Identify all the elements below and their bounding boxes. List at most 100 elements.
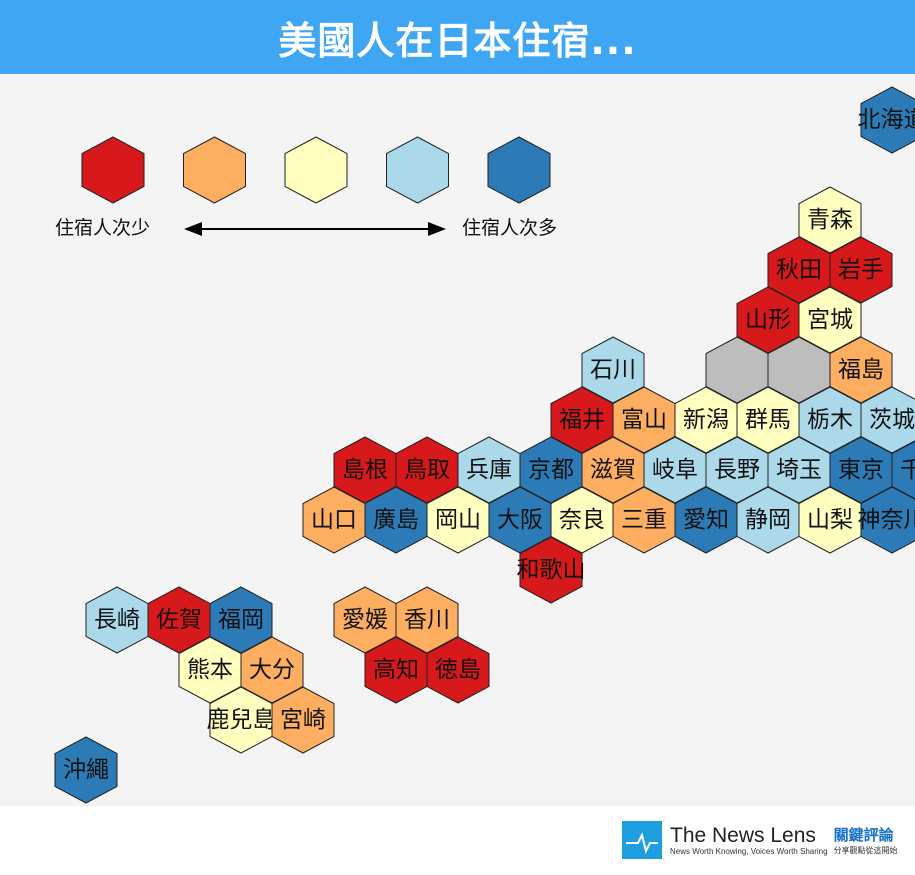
prefecture-hex-京都: 京都 [519, 436, 583, 504]
prefecture-label: 福岡 [218, 607, 264, 633]
prefecture-hex-新潟: 新潟 [674, 386, 738, 454]
prefecture-label: 大阪 [497, 507, 543, 533]
prefecture-label: 富山 [621, 407, 667, 433]
prefecture-hex-福井: 福井 [550, 386, 614, 454]
prefecture-label: 宮城 [807, 307, 853, 333]
prefecture-label: 石川 [590, 357, 636, 383]
legend-hex-level-4 [386, 136, 449, 204]
prefecture-hex-大分: 大分 [240, 636, 304, 704]
prefecture-label: 香川 [404, 607, 450, 633]
prefecture-label: 千葉 [900, 457, 915, 483]
prefecture-hex-群馬: 群馬 [736, 386, 800, 454]
prefecture-hex-佐賀: 佐賀 [147, 586, 211, 654]
prefecture-label: 岩手 [838, 257, 884, 283]
prefecture-label: 鳥取 [404, 457, 450, 483]
page-title: 美國人在日本住宿... [278, 18, 637, 63]
prefecture-label: 島根 [342, 457, 388, 483]
prefecture-label: 愛媛 [342, 607, 388, 633]
prefecture-hex-北海道: 北海道 [858, 86, 915, 154]
prefecture-label: 兵庫 [466, 457, 512, 483]
prefecture-hex-鳥取: 鳥取 [395, 436, 459, 504]
brand-name-zh: 關鍵評論 [833, 826, 894, 844]
prefecture-hex-岡山: 岡山 [426, 486, 490, 554]
prefecture-label: 奈良 [559, 507, 605, 533]
legend-hex-level-3 [284, 136, 348, 204]
legend-low-label: 住宿人次少 [55, 217, 150, 239]
prefecture-label: 青森 [807, 207, 853, 233]
hex-shape [891, 440, 915, 500]
prefecture-hex-千葉: 千葉 [891, 440, 915, 500]
prefecture-label: 福井 [559, 407, 605, 433]
footer-logo: The News Lens News Worth Knowing, Voices… [622, 820, 898, 860]
prefecture-label: 京都 [528, 457, 574, 483]
arrow-right-icon [428, 222, 446, 236]
legend: 住宿人次少 住宿人次多 [55, 136, 557, 239]
prefecture-hex-香川: 香川 [395, 586, 459, 654]
prefecture-label: 埼玉 [776, 457, 822, 483]
prefecture-hex-滋賀: 滋賀 [581, 436, 645, 504]
prefecture-label: 山口 [311, 507, 357, 533]
prefecture-hex-三重: 三重 [612, 486, 676, 554]
prefecture-hex-岩手: 岩手 [829, 236, 893, 304]
prefecture-hex-愛知: 愛知 [674, 486, 738, 554]
prefecture-label: 秋田 [776, 257, 822, 283]
prefecture-label: 山梨 [807, 507, 853, 533]
hex-shape [271, 686, 335, 754]
prefecture-hex-島根: 島根 [333, 436, 397, 504]
prefecture-label: 沖繩 [63, 757, 109, 783]
prefecture-label: 三重 [621, 507, 667, 533]
prefecture-label: 岐阜 [652, 457, 698, 483]
hex-shape [860, 86, 915, 154]
legend-high-label: 住宿人次多 [462, 217, 557, 239]
legend-hex-level-5 [487, 136, 551, 204]
prefecture-label: 栃木 [807, 407, 853, 433]
prefecture-hex-長崎: 長崎 [85, 586, 149, 654]
prefecture-label: 福島 [838, 357, 884, 383]
header-bar: 美國人在日本住宿... [0, 0, 915, 74]
prefecture-hex-和歌山: 和歌山 [517, 536, 586, 604]
prefecture-hex-山口: 山口 [302, 486, 366, 554]
prefecture-label: 鹿兒島 [207, 707, 276, 733]
prefecture-label: 岡山 [435, 507, 481, 533]
prefecture-hex-秋田: 秋田 [767, 236, 831, 304]
prefecture-hex-静岡: 静岡 [736, 486, 800, 554]
prefecture-hex-宮城: 宮城 [798, 286, 862, 354]
prefecture-hex-神奈川: 神奈川 [858, 486, 915, 554]
prefecture-label: 高知 [373, 657, 419, 683]
prefecture-hex-沖繩: 沖繩 [54, 736, 118, 804]
prefecture-hex-青森: 青森 [798, 186, 862, 254]
prefecture-hex-山形: 山形 [736, 286, 800, 354]
prefecture-label: 静岡 [745, 507, 791, 533]
arrow-left-icon [184, 222, 202, 236]
prefecture-label: 茨城 [869, 407, 915, 433]
news-lens-logo-icon [622, 821, 662, 859]
prefecture-label: 宮崎 [280, 707, 326, 733]
prefecture-hex-石川: 石川 [581, 336, 645, 404]
prefecture-label: 東京 [838, 457, 884, 483]
prefecture-label: 山形 [745, 307, 791, 333]
prefecture-hex-高知: 高知 [364, 636, 428, 704]
brand-tagline: News Worth Knowing, Voices Worth Sharing [670, 846, 828, 856]
prefecture-hex-山梨: 山梨 [798, 486, 862, 554]
prefecture-hex-徳島: 徳島 [426, 636, 490, 704]
prefecture-label: 熊本 [187, 657, 233, 683]
prefecture-label: 新潟 [683, 407, 729, 433]
prefecture-hex-宮崎: 宮崎 [271, 686, 335, 754]
hex-shape [519, 536, 583, 604]
prefecture-label: 北海道 [858, 107, 915, 133]
prefecture-hex-福岡: 福岡 [209, 586, 273, 654]
prefecture-label: 長野 [714, 457, 760, 483]
prefecture-hex-鹿兒島: 鹿兒島 [207, 686, 276, 754]
prefecture-hex-栃木: 栃木 [798, 386, 862, 454]
prefecture-label: 愛知 [683, 507, 729, 533]
prefecture-label: 滋賀 [590, 457, 636, 483]
brand-name: The News Lens [670, 823, 816, 847]
hex-shape [860, 486, 915, 554]
prefecture-hex-福島: 福島 [829, 336, 893, 404]
prefecture-hex-岐阜: 岐阜 [643, 436, 707, 504]
brand-tagline-zh: 分享觀點從這開始 [833, 846, 898, 855]
prefecture-label: 大分 [249, 657, 295, 683]
legend-hex-level-2 [183, 136, 246, 204]
prefecture-label: 廣島 [373, 507, 419, 533]
